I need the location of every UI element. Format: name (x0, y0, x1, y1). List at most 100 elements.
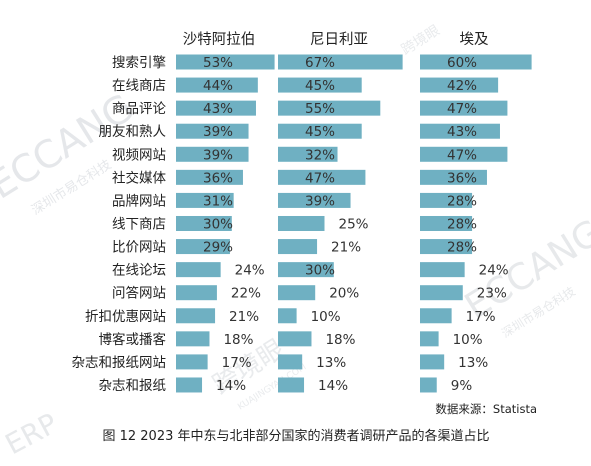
figure-caption: 图 12 2023 年中东与北非部分国家的消费者调研产品的各渠道占比 (102, 428, 489, 444)
category-label: 社交媒体 (112, 169, 166, 186)
value-label-0-7: 30% (203, 216, 233, 232)
value-label-1-1: 45% (305, 78, 335, 94)
bar-1-14 (278, 377, 305, 393)
country-column-titles: 沙特阿拉伯 尼日利亚 埃及 (183, 31, 489, 48)
value-label-0-14: 14% (216, 378, 246, 394)
watermark-kjy-cn: 跨境眼 (399, 23, 443, 59)
bar-1-6 (278, 192, 351, 208)
value-label-0-10: 22% (231, 286, 261, 302)
category-label: 问答网站 (112, 285, 166, 302)
value-label-2-0: 60% (447, 55, 477, 71)
source-note: 数据来源：Statista (435, 402, 537, 416)
category-label: 比价网站 (112, 240, 166, 256)
category-label: 杂志和报纸 (99, 378, 167, 394)
bar-2-12 (420, 331, 439, 347)
value-label-1-13: 13% (316, 355, 346, 371)
value-label-0-8: 29% (203, 240, 233, 256)
bar-marks (176, 54, 532, 393)
bar-2-2 (420, 100, 508, 116)
bar-2-9 (420, 262, 465, 278)
value-label-2-14: 9% (451, 378, 473, 394)
value-label-2-7: 28% (447, 216, 477, 232)
category-label: 线下商店 (112, 216, 166, 232)
bar-0-2 (176, 100, 256, 116)
value-label-2-13: 13% (458, 355, 488, 371)
bar-1-4 (278, 146, 338, 162)
value-label-1-5: 47% (305, 170, 335, 186)
value-label-2-11: 17% (466, 309, 496, 325)
value-label-1-14: 14% (318, 378, 348, 394)
value-label-0-13: 17% (222, 355, 252, 371)
bar-0-5 (176, 169, 243, 185)
value-label-0-4: 39% (203, 147, 233, 163)
category-label: 商品评论 (112, 101, 166, 117)
value-label-2-10: 23% (477, 286, 507, 302)
value-label-2-3: 43% (447, 124, 477, 140)
bar-0-3 (176, 123, 249, 139)
value-label-2-8: 28% (447, 240, 477, 256)
value-label-2-9: 24% (479, 263, 509, 279)
bar-2-10 (420, 285, 463, 301)
value-label-1-4: 32% (305, 147, 335, 163)
bar-2-7 (420, 215, 473, 231)
category-labels: 搜索引擎在线商店商品评论朋友和熟人视频网站社交媒体品牌网站线下商店比价网站在线论… (72, 55, 167, 394)
category-label: 朋友和熟人 (99, 124, 167, 140)
column-title-0: 沙特阿拉伯 (183, 31, 256, 48)
bar-0-7 (176, 215, 232, 231)
value-label-0-6: 31% (203, 193, 233, 209)
bar-0-8 (176, 239, 230, 255)
bar-0-0 (176, 54, 275, 70)
value-label-2-4: 47% (447, 147, 477, 163)
value-label-0-3: 39% (203, 124, 233, 140)
bar-2-3 (420, 123, 500, 139)
bar-0-6 (176, 192, 234, 208)
value-label-0-12: 18% (223, 332, 253, 348)
category-label: 博客或播客 (99, 331, 167, 348)
value-label-2-5: 36% (447, 170, 477, 186)
value-label-2-2: 47% (447, 101, 477, 117)
bar-0-10 (176, 285, 217, 301)
value-label-1-3: 45% (305, 124, 335, 140)
value-label-0-5: 36% (203, 170, 233, 186)
value-label-1-2: 55% (305, 101, 335, 117)
bar-1-9 (278, 262, 334, 278)
bar-1-7 (278, 215, 325, 231)
bar-1-10 (278, 285, 316, 301)
category-label: 搜索引擎 (112, 55, 166, 71)
bar-2-13 (420, 354, 445, 370)
bar-1-13 (278, 354, 303, 370)
bar-1-8 (278, 239, 318, 255)
bar-2-11 (420, 308, 452, 324)
value-label-2-6: 28% (447, 193, 477, 209)
value-label-1-10: 20% (329, 286, 359, 302)
bar-1-11 (278, 308, 297, 324)
bar-0-4 (176, 146, 249, 162)
bar-1-3 (278, 123, 362, 139)
value-label-1-0: 67% (305, 55, 335, 71)
category-label: 品牌网站 (112, 192, 166, 209)
value-label-2-12: 10% (453, 332, 483, 348)
value-label-1-7: 25% (339, 216, 369, 232)
bar-1-12 (278, 331, 312, 347)
bar-1-5 (278, 169, 366, 185)
column-title-2: 埃及 (460, 31, 489, 48)
value-label-0-2: 43% (203, 101, 233, 117)
bar-0-14 (176, 377, 203, 393)
value-label-1-6: 39% (305, 193, 335, 209)
bar-2-5 (420, 169, 487, 185)
watermark-erp: ERP (0, 407, 63, 462)
bar-0-11 (176, 308, 216, 324)
value-label-1-9: 30% (305, 263, 335, 279)
bar-0-1 (176, 77, 258, 93)
category-label: 在线商店 (112, 78, 166, 94)
category-label: 杂志和报纸网站 (72, 355, 167, 371)
bar-0-9 (176, 262, 221, 278)
value-label-0-0: 53% (203, 55, 233, 71)
bar-0-13 (176, 354, 208, 370)
bar-2-14 (420, 377, 437, 393)
bar-1-0 (278, 54, 403, 70)
value-label-1-11: 10% (311, 309, 341, 325)
value-label-2-1: 42% (447, 78, 477, 94)
bar-2-4 (420, 146, 508, 162)
